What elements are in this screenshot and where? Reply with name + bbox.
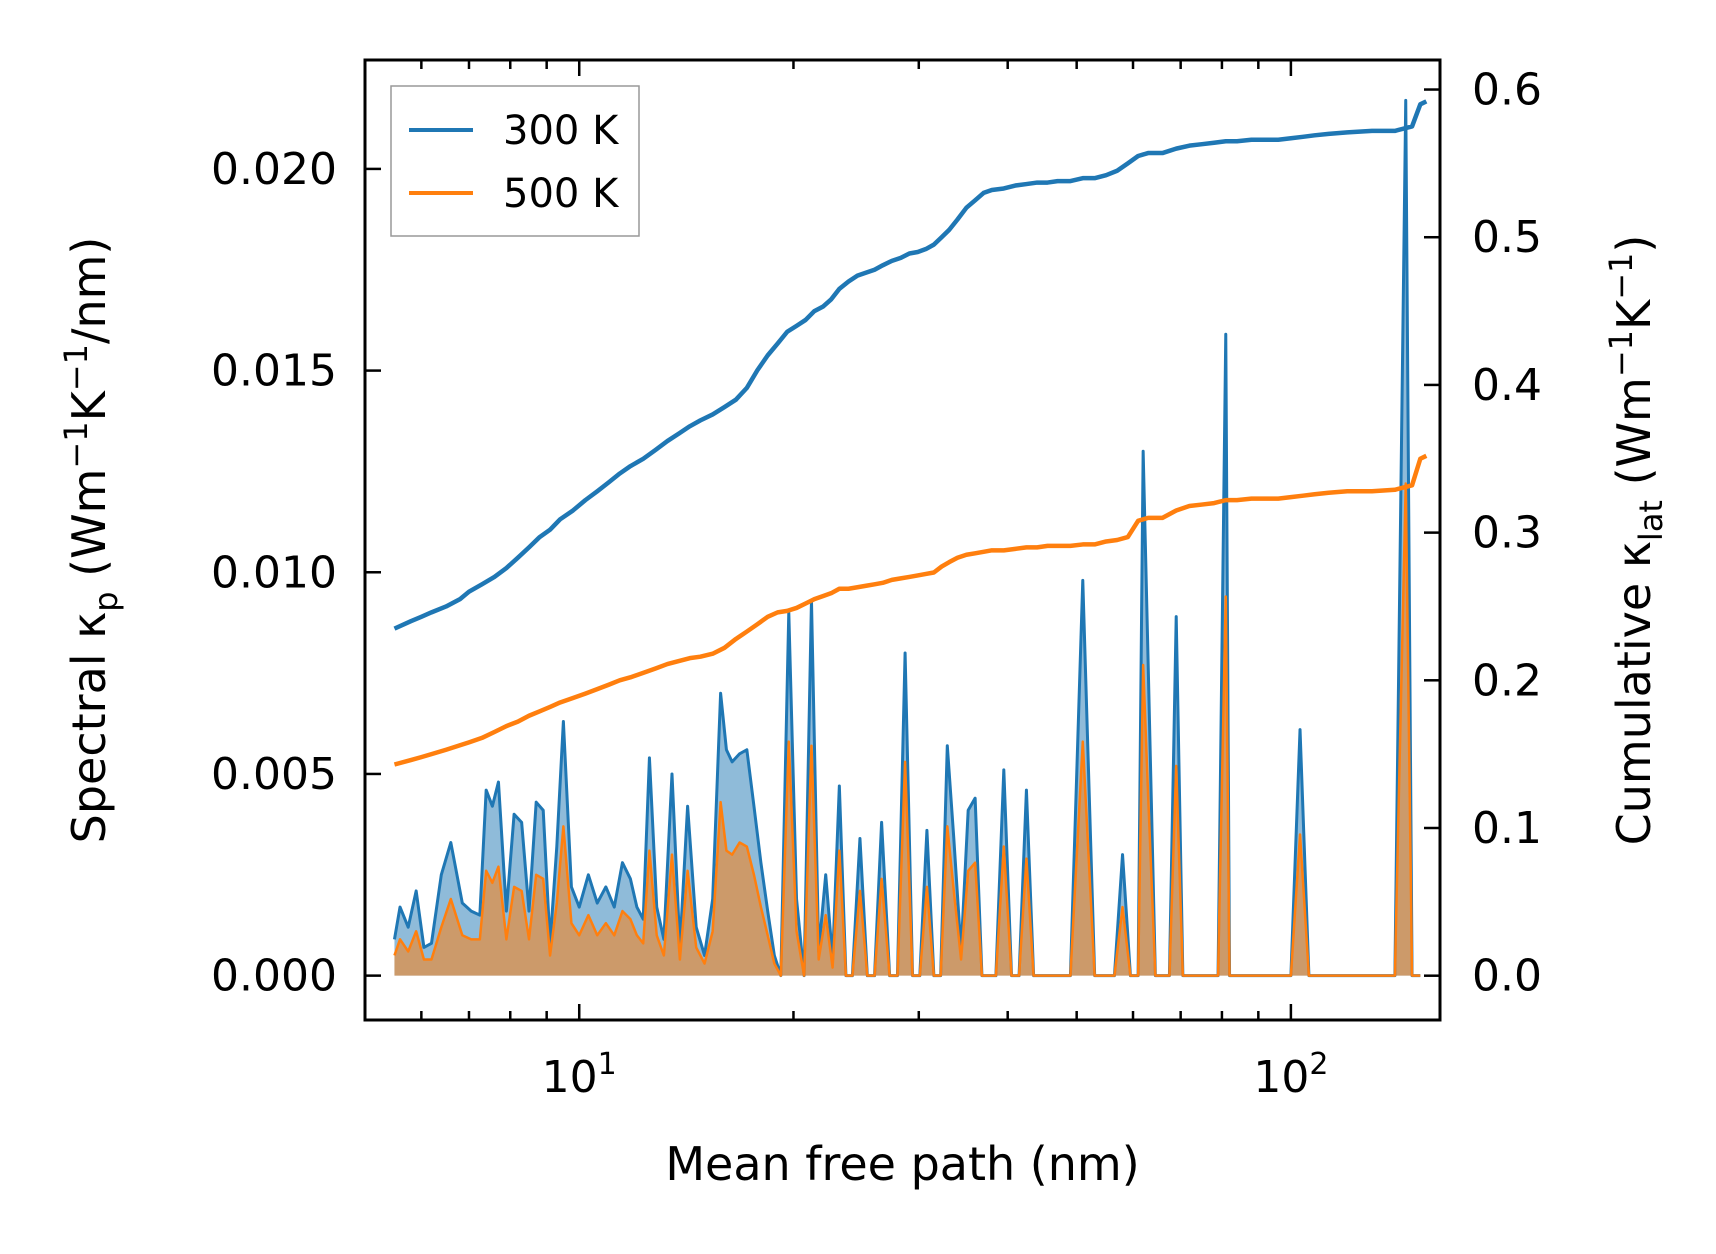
cumulative-500k-line	[393, 453, 1428, 767]
left-axis-label: Spectral κp (Wm−1K−1/nm)	[57, 237, 125, 844]
right-y-tick-label: 0.1	[1472, 803, 1542, 854]
legend: 300 K 500 K	[390, 85, 640, 237]
plot-frame	[363, 58, 1442, 1022]
cumulative-series-layer	[393, 99, 1428, 767]
x-axis-tick-labels: 101 102	[542, 1047, 1329, 1103]
left-y-tick-label: 0.015	[211, 346, 337, 397]
right-y-tick-label: 0.2	[1472, 655, 1542, 706]
x-axis-label: Mean free path (nm)	[665, 1137, 1139, 1191]
right-y-tick-label: 0.5	[1472, 212, 1542, 263]
spectral-series-layer	[392, 98, 1421, 978]
right-y-tick-label: 0.3	[1472, 508, 1542, 559]
left-y-tick-label: 0.020	[211, 144, 337, 195]
right-axis-tick-labels: 0.0 0.1 0.2 0.3 0.4 0.5 0.6	[1472, 65, 1542, 1002]
left-y-tick-label: 0.005	[211, 749, 337, 800]
spectral-500k-fill	[394, 483, 1421, 976]
x-tick-label: 102	[1253, 1047, 1328, 1103]
axis-ticks	[363, 60, 1440, 1020]
spectral-500k-line	[393, 482, 1421, 977]
right-y-tick-label: 0.4	[1472, 360, 1542, 411]
cumulative-300k-line	[393, 99, 1428, 631]
right-axis-label: Cumulative κlat (Wm−1K−1)	[1602, 235, 1670, 846]
right-y-tick-label: 0.6	[1472, 65, 1542, 116]
legend-box	[390, 85, 640, 237]
left-y-tick-label: 0.010	[211, 547, 337, 598]
right-y-tick-label: 0.0	[1472, 951, 1542, 1002]
left-axis-tick-labels: 0.000 0.005 0.010 0.015 0.020	[211, 144, 337, 1002]
x-tick-label: 101	[542, 1047, 617, 1103]
left-y-tick-label: 0.000	[211, 951, 337, 1002]
legend-label-300k: 300 K	[503, 108, 620, 154]
legend-label-500k: 500 K	[503, 171, 620, 217]
